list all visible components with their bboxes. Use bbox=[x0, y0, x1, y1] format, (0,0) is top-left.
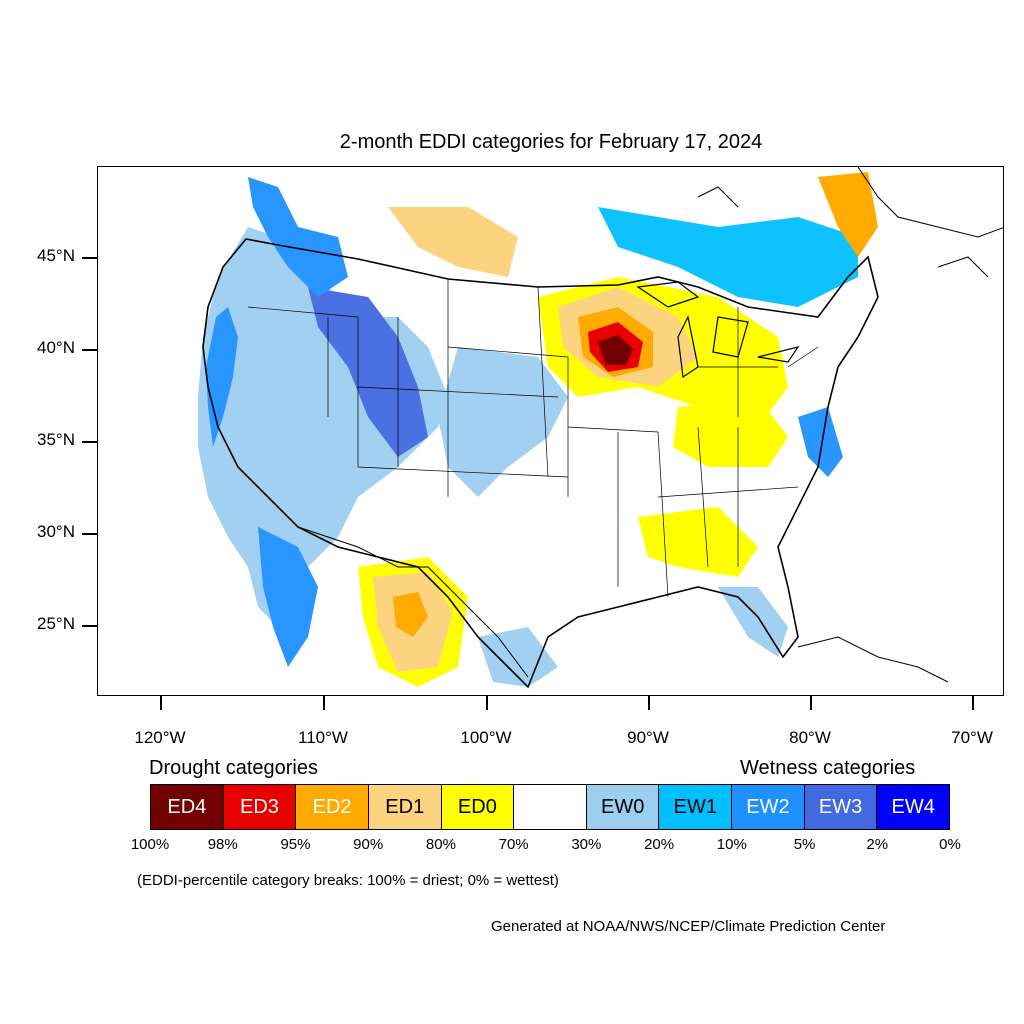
lat-tick-40 bbox=[82, 349, 97, 351]
texas-coast-wet bbox=[478, 627, 558, 687]
legend-break-label: 0% bbox=[939, 836, 961, 853]
legend-box-ew1: EW1 bbox=[659, 785, 733, 829]
eddi-map bbox=[97, 166, 1004, 696]
lon-label-90: 90°W bbox=[627, 728, 669, 747]
wetness-heading: Wetness categories bbox=[740, 757, 916, 779]
legend-break-label: 70% bbox=[498, 836, 529, 853]
mexico-border bbox=[297, 526, 529, 678]
lat-tick-35 bbox=[82, 441, 97, 443]
lon-label-70: 70°W bbox=[951, 728, 993, 747]
legend-box-ed2: ED2 bbox=[296, 785, 369, 829]
credit-line: Generated at NOAA/NWS/NCEP/Climate Predi… bbox=[491, 918, 886, 935]
legend-break-label: 80% bbox=[425, 836, 456, 853]
lon-label-80: 80°W bbox=[789, 728, 831, 747]
lon-tick-120 bbox=[160, 696, 162, 710]
legend-break-label: 30% bbox=[571, 836, 602, 853]
legend-box-ed4: ED4 bbox=[151, 785, 224, 829]
map-title: 2-month EDDI categories for February 17,… bbox=[339, 131, 763, 153]
lon-tick-70 bbox=[972, 696, 974, 710]
legend-box-ew4: EW4 bbox=[877, 785, 950, 829]
southeast-ed0 bbox=[638, 507, 758, 577]
lon-label-120: 120°W bbox=[134, 728, 186, 747]
legend-box-ew3: EW3 bbox=[804, 785, 878, 829]
upper-midwest-ed4 bbox=[598, 335, 633, 365]
lat-label-25: 25°N bbox=[37, 614, 75, 633]
legend-box-normal bbox=[514, 785, 587, 829]
drought-heading: Drought categories bbox=[149, 757, 318, 779]
lon-tick-110 bbox=[323, 696, 325, 710]
lon-tick-90 bbox=[648, 696, 650, 710]
legend-break-label: 5% bbox=[793, 836, 816, 853]
legend-box-ed3: ED3 bbox=[223, 785, 297, 829]
baja-wet bbox=[258, 527, 318, 667]
category-note: (EDDI-percentile category breaks: 100% =… bbox=[137, 872, 559, 889]
legend-box-ew2: EW2 bbox=[732, 785, 805, 829]
us-outline bbox=[202, 238, 879, 689]
legend-box-ed0: ED0 bbox=[441, 785, 515, 829]
lat-label-40: 40°N bbox=[37, 338, 75, 357]
canada-coast bbox=[697, 167, 1003, 278]
lon-label-110: 110°W bbox=[298, 728, 348, 747]
great-lakes bbox=[636, 281, 800, 379]
legend-break-label: 95% bbox=[280, 836, 311, 853]
northern-plains-ed1 bbox=[388, 207, 518, 277]
northwest-wet bbox=[248, 177, 348, 297]
lon-label-100: 100°W bbox=[460, 728, 512, 747]
lat-tick-25 bbox=[82, 625, 97, 627]
state-lines bbox=[247, 279, 819, 598]
legend-break-label: 100% bbox=[130, 836, 170, 853]
southwest-ed2 bbox=[393, 592, 428, 637]
legend-box-ew0: EW0 bbox=[586, 785, 660, 829]
legend-colorbar: ED4 ED3 ED2 ED1 ED0 EW0 EW1 EW2 EW3 EW4 bbox=[150, 784, 950, 830]
lat-tick-30 bbox=[82, 533, 97, 535]
florida-wet bbox=[718, 587, 788, 657]
lat-label-45: 45°N bbox=[37, 246, 75, 265]
cuba bbox=[797, 636, 949, 683]
lon-tick-100 bbox=[486, 696, 488, 710]
lat-tick-45 bbox=[82, 257, 97, 259]
wetness-regions bbox=[198, 177, 858, 687]
ohio-valley-ed0 bbox=[673, 397, 788, 467]
legend-break-label: 2% bbox=[866, 836, 889, 853]
boundaries bbox=[202, 167, 1003, 689]
east-coast-wet bbox=[798, 407, 843, 477]
canada-wet bbox=[598, 207, 858, 307]
legend-box-ed1: ED1 bbox=[368, 785, 442, 829]
legend-break-label: 98% bbox=[207, 836, 238, 853]
lon-tick-80 bbox=[810, 696, 812, 710]
legend-break-label: 10% bbox=[716, 836, 747, 853]
ne-canada-ed2 bbox=[818, 172, 878, 257]
legend-break-label: 20% bbox=[644, 836, 675, 853]
lat-label-30: 30°N bbox=[37, 522, 75, 541]
map-canvas bbox=[198, 167, 1003, 689]
lat-label-35: 35°N bbox=[37, 430, 75, 449]
legend-break-label: 90% bbox=[353, 836, 384, 853]
drought-regions bbox=[358, 172, 878, 687]
central-wet bbox=[438, 347, 568, 497]
